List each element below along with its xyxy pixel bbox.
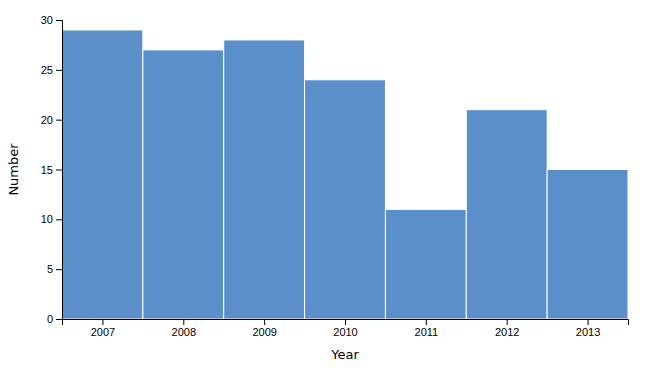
x-axis-title: Year	[330, 347, 359, 362]
chart: 2007 2008 2009 2010 2011 2012 2013 0 5 10 15 20 25 30…	[0, 0, 652, 371]
x-tick-label: 2010	[333, 326, 357, 338]
y-tick-mark	[56, 269, 62, 270]
y-tick-label: 0	[47, 313, 53, 325]
x-tick: 2013	[576, 319, 600, 338]
y-tick-mark	[56, 219, 62, 220]
y-axis-line	[56, 21, 63, 320]
y-tick-mark	[56, 120, 62, 121]
x-tick: 2010	[333, 319, 357, 338]
y-tick: 15	[41, 164, 62, 176]
x-tick-label: 2007	[91, 326, 115, 338]
y-tick-mark	[56, 319, 62, 320]
x-tick-mark	[507, 319, 508, 325]
y-tick-label: 5	[47, 263, 53, 275]
bars	[62, 30, 628, 319]
x-tick-mark	[102, 319, 103, 325]
y-tick-label: 25	[41, 64, 53, 76]
x-axis-line	[63, 320, 629, 326]
y-tick: 0	[47, 313, 62, 325]
x-tick-mark	[264, 319, 265, 325]
y-tick: 5	[47, 263, 62, 275]
y-tick-mark	[56, 70, 62, 71]
plot: 2007 2008 2009 2010 2011 2012 2013 0 5 10 15 20 25 30…	[6, 14, 629, 362]
x-axis: 2007 2008 2009 2010 2011 2012 2013	[63, 319, 629, 338]
x-tick-mark	[183, 319, 184, 325]
bar	[62, 30, 143, 319]
x-tick: 2007	[91, 319, 115, 338]
y-tick-label: 30	[41, 14, 53, 26]
bar	[385, 209, 466, 319]
y-tick-mark	[56, 20, 62, 21]
x-tick-label: 2008	[172, 326, 196, 338]
x-tick-mark	[345, 319, 346, 325]
x-tick: 2012	[495, 319, 519, 338]
x-tick-label: 2012	[495, 326, 519, 338]
y-tick: 20	[41, 114, 62, 126]
bar	[466, 110, 547, 319]
y-tick-label: 20	[41, 114, 53, 126]
x-tick: 2009	[252, 319, 276, 338]
y-axis: 0 5 10 15 20 25 30	[41, 14, 63, 325]
x-tick: 2008	[172, 319, 196, 338]
bar	[143, 50, 224, 319]
x-tick: 2011	[415, 319, 439, 338]
x-tick-mark	[426, 319, 427, 325]
x-tick-label: 2013	[576, 326, 600, 338]
bar	[224, 40, 305, 319]
y-tick-label: 10	[41, 213, 53, 225]
x-tick-label: 2011	[415, 326, 439, 338]
y-axis-title: Number	[6, 143, 21, 196]
y-tick: 25	[41, 64, 62, 76]
bar	[547, 170, 628, 320]
y-tick-label: 15	[41, 164, 53, 176]
bar	[305, 80, 386, 319]
x-tick-mark	[588, 319, 589, 325]
y-tick: 10	[41, 213, 62, 225]
y-tick: 30	[41, 14, 62, 26]
y-tick-mark	[56, 170, 62, 171]
x-tick-label: 2009	[252, 326, 276, 338]
